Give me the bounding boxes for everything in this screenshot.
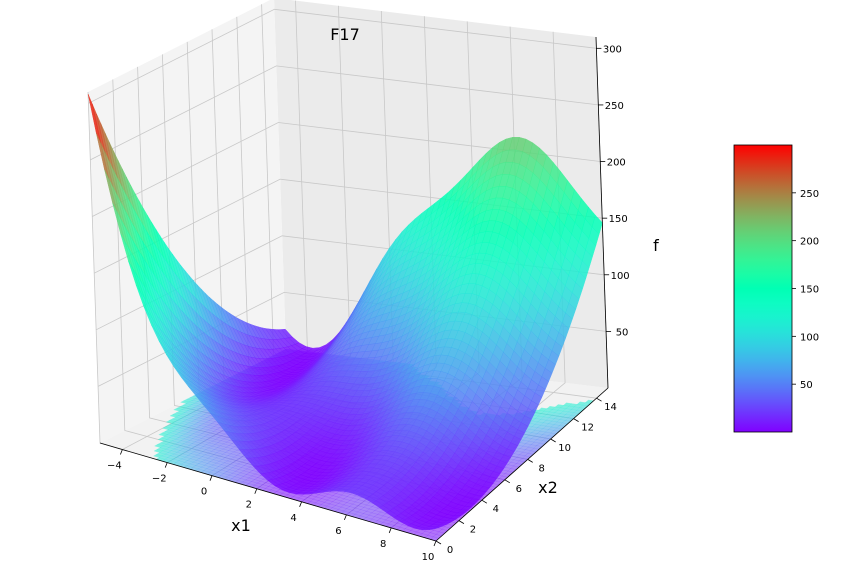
gridline-z [88,8,597,104]
surface-mesh [87,94,603,531]
gridline-z [90,65,599,161]
